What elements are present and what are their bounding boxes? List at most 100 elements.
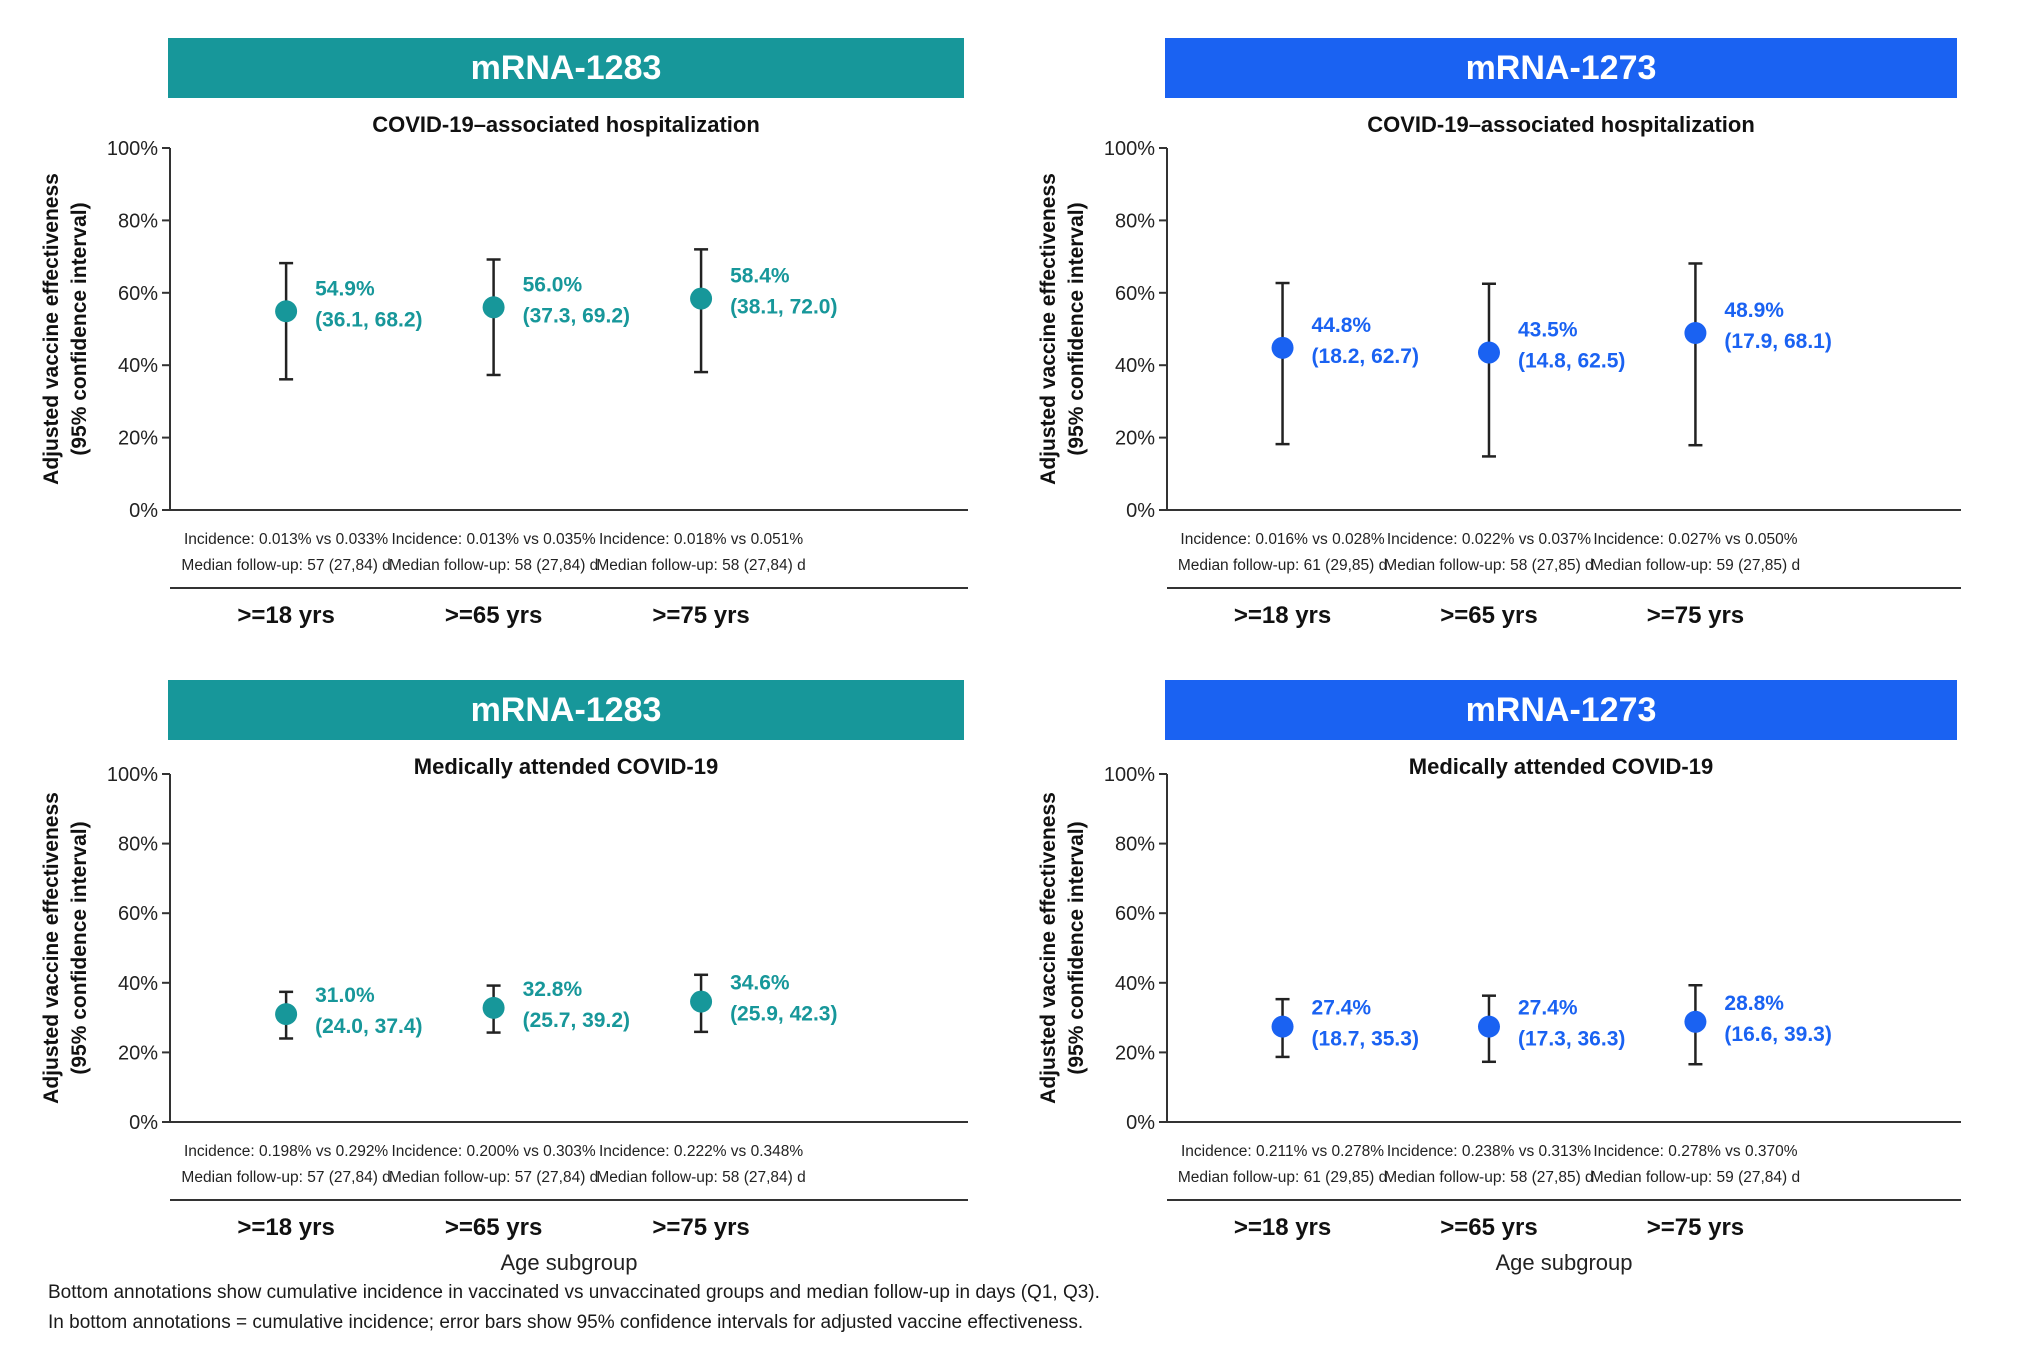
data-point: [482, 296, 505, 319]
ci-label: (25.7, 39.2): [523, 1009, 630, 1032]
incidence-annotation: Incidence: 0.016% vs 0.028%: [1180, 531, 1384, 548]
y-axis-label: Adjusted vaccine effectiveness: [40, 792, 63, 1104]
footnote-annotations: Bottom annotations show cumulative incid…: [48, 1282, 1100, 1303]
y-tick-label: 40%: [1115, 355, 1155, 377]
value-label: 27.4%: [1312, 997, 1372, 1020]
data-point: [690, 990, 713, 1013]
x-category-label: >=18 yrs: [1234, 1214, 1331, 1241]
y-tick-label: 60%: [118, 283, 158, 305]
footnote-error-bars: In bottom annotations = cumulative incid…: [48, 1312, 1084, 1333]
followup-annotation: Median follow-up: 59 (27,84) d: [1591, 1169, 1800, 1186]
followup-annotation: Median follow-up: 58 (27,85) d: [1384, 557, 1593, 574]
y-axis-label: Adjusted vaccine effectiveness: [1037, 173, 1060, 485]
ci-label: (24.0, 37.4): [315, 1015, 422, 1038]
value-label: 48.9%: [1724, 299, 1784, 322]
value-label: 58.4%: [730, 265, 790, 288]
data-point: [1684, 321, 1707, 344]
y-tick-label: 0%: [1126, 1112, 1155, 1134]
y-tick-label: 100%: [107, 764, 158, 786]
y-tick-label: 20%: [118, 428, 158, 450]
value-label: 44.8%: [1312, 314, 1372, 337]
value-label: 28.8%: [1724, 992, 1784, 1015]
x-category-label: >=18 yrs: [237, 1214, 334, 1241]
x-category-label: >=75 yrs: [652, 602, 749, 629]
incidence-annotation: Incidence: 0.022% vs 0.037%: [1387, 531, 1591, 548]
x-category-label: >=65 yrs: [1440, 602, 1537, 629]
y-tick-label: 100%: [1104, 764, 1155, 786]
y-axis-label: Adjusted vaccine effectiveness: [40, 173, 63, 485]
y-axis-label: (95% confidence interval): [1065, 821, 1088, 1074]
chart-title: COVID-19–associated hospitalization: [1367, 112, 1755, 137]
y-tick-label: 60%: [1115, 903, 1155, 925]
data-point: [275, 1003, 298, 1026]
x-axis-label: Age subgroup: [501, 1250, 638, 1275]
data-point: [690, 287, 713, 310]
y-tick-label: 40%: [118, 973, 158, 995]
ci-label: (14.8, 62.5): [1518, 350, 1625, 373]
data-point: [482, 996, 505, 1019]
incidence-annotation: Incidence: 0.198% vs 0.292%: [184, 1143, 388, 1160]
y-tick-label: 20%: [1115, 1042, 1155, 1064]
y-tick-label: 80%: [118, 210, 158, 232]
y-tick-label: 40%: [1115, 973, 1155, 995]
vaccine-header-banner: [1165, 680, 1957, 740]
vaccine-header-banner: [1165, 38, 1957, 98]
incidence-annotation: Incidence: 0.027% vs 0.050%: [1593, 531, 1797, 548]
data-point: [1271, 336, 1294, 359]
incidence-annotation: Incidence: 0.013% vs 0.035%: [391, 531, 595, 548]
followup-annotation: Median follow-up: 57 (27,84) d: [181, 557, 390, 574]
x-category-label: >=75 yrs: [1647, 602, 1744, 629]
ci-label: (17.3, 36.3): [1518, 1028, 1625, 1051]
x-axis-label: Age subgroup: [1496, 1250, 1633, 1275]
y-axis-label: (95% confidence interval): [1065, 202, 1088, 455]
y-tick-label: 80%: [1115, 834, 1155, 856]
vaccine-header-banner: [168, 680, 964, 740]
followup-annotation: Median follow-up: 58 (27,84) d: [389, 557, 598, 574]
value-label: 34.6%: [730, 972, 790, 995]
data-point: [275, 300, 298, 323]
vaccine-header-label: mRNA-1273: [1466, 691, 1657, 729]
incidence-annotation: Incidence: 0.013% vs 0.033%: [184, 531, 388, 548]
y-tick-label: 100%: [107, 138, 158, 160]
panel-3: mRNA-1283 Medically attended COVID-19 0% 20…: [40, 680, 968, 1275]
y-tick-label: 60%: [118, 903, 158, 925]
ci-label: (25.9, 42.3): [730, 1003, 837, 1026]
value-label: 31.0%: [315, 984, 375, 1007]
y-tick-label: 0%: [129, 500, 158, 522]
data-point: [1271, 1015, 1294, 1038]
data-point: [1477, 1015, 1500, 1038]
followup-annotation: Median follow-up: 58 (27,85) d: [1384, 1169, 1593, 1186]
followup-annotation: Median follow-up: 59 (27,85) d: [1591, 557, 1800, 574]
followup-annotation: Median follow-up: 61 (29,85) d: [1178, 1169, 1387, 1186]
value-label: 43.5%: [1518, 319, 1578, 342]
followup-annotation: Median follow-up: 58 (27,84) d: [596, 1169, 805, 1186]
y-tick-label: 0%: [1126, 500, 1155, 522]
incidence-annotation: Incidence: 0.018% vs 0.051%: [599, 531, 803, 548]
ci-label: (18.2, 62.7): [1312, 345, 1419, 368]
y-axis-label: Adjusted vaccine effectiveness: [1037, 792, 1060, 1104]
chart-title: Medically attended COVID-19: [414, 754, 718, 779]
panel-2: mRNA-1273 COVID-19–associated hospitaliza…: [1037, 38, 1961, 629]
vaccine-header-label: mRNA-1283: [471, 49, 662, 87]
followup-annotation: Median follow-up: 57 (27,84) d: [389, 1169, 598, 1186]
vaccine-header-label: mRNA-1273: [1466, 49, 1657, 87]
x-category-label: >=65 yrs: [445, 1214, 542, 1241]
y-axis-label: (95% confidence interval): [68, 202, 91, 455]
ci-label: (16.6, 39.3): [1724, 1023, 1831, 1046]
y-axis-label: (95% confidence interval): [68, 821, 91, 1074]
y-tick-label: 80%: [118, 834, 158, 856]
incidence-annotation: Incidence: 0.238% vs 0.313%: [1387, 1143, 1591, 1160]
x-category-label: >=65 yrs: [445, 602, 542, 629]
x-category-label: >=65 yrs: [1440, 1214, 1537, 1241]
y-tick-label: 80%: [1115, 210, 1155, 232]
panel-1: mRNA-1283 COVID-19–associated hospitaliza…: [40, 38, 968, 629]
ci-label: (18.7, 35.3): [1312, 1028, 1419, 1051]
chart-title: COVID-19–associated hospitalization: [372, 112, 760, 137]
x-category-label: >=18 yrs: [237, 602, 334, 629]
incidence-annotation: Incidence: 0.200% vs 0.303%: [391, 1143, 595, 1160]
value-label: 56.0%: [523, 273, 583, 296]
panel-4: mRNA-1273 Medically attended COVID-19 0% 20…: [1037, 680, 1961, 1275]
y-tick-label: 40%: [118, 355, 158, 377]
followup-annotation: Median follow-up: 61 (29,85) d: [1178, 557, 1387, 574]
followup-annotation: Median follow-up: 57 (27,84) d: [181, 1169, 390, 1186]
